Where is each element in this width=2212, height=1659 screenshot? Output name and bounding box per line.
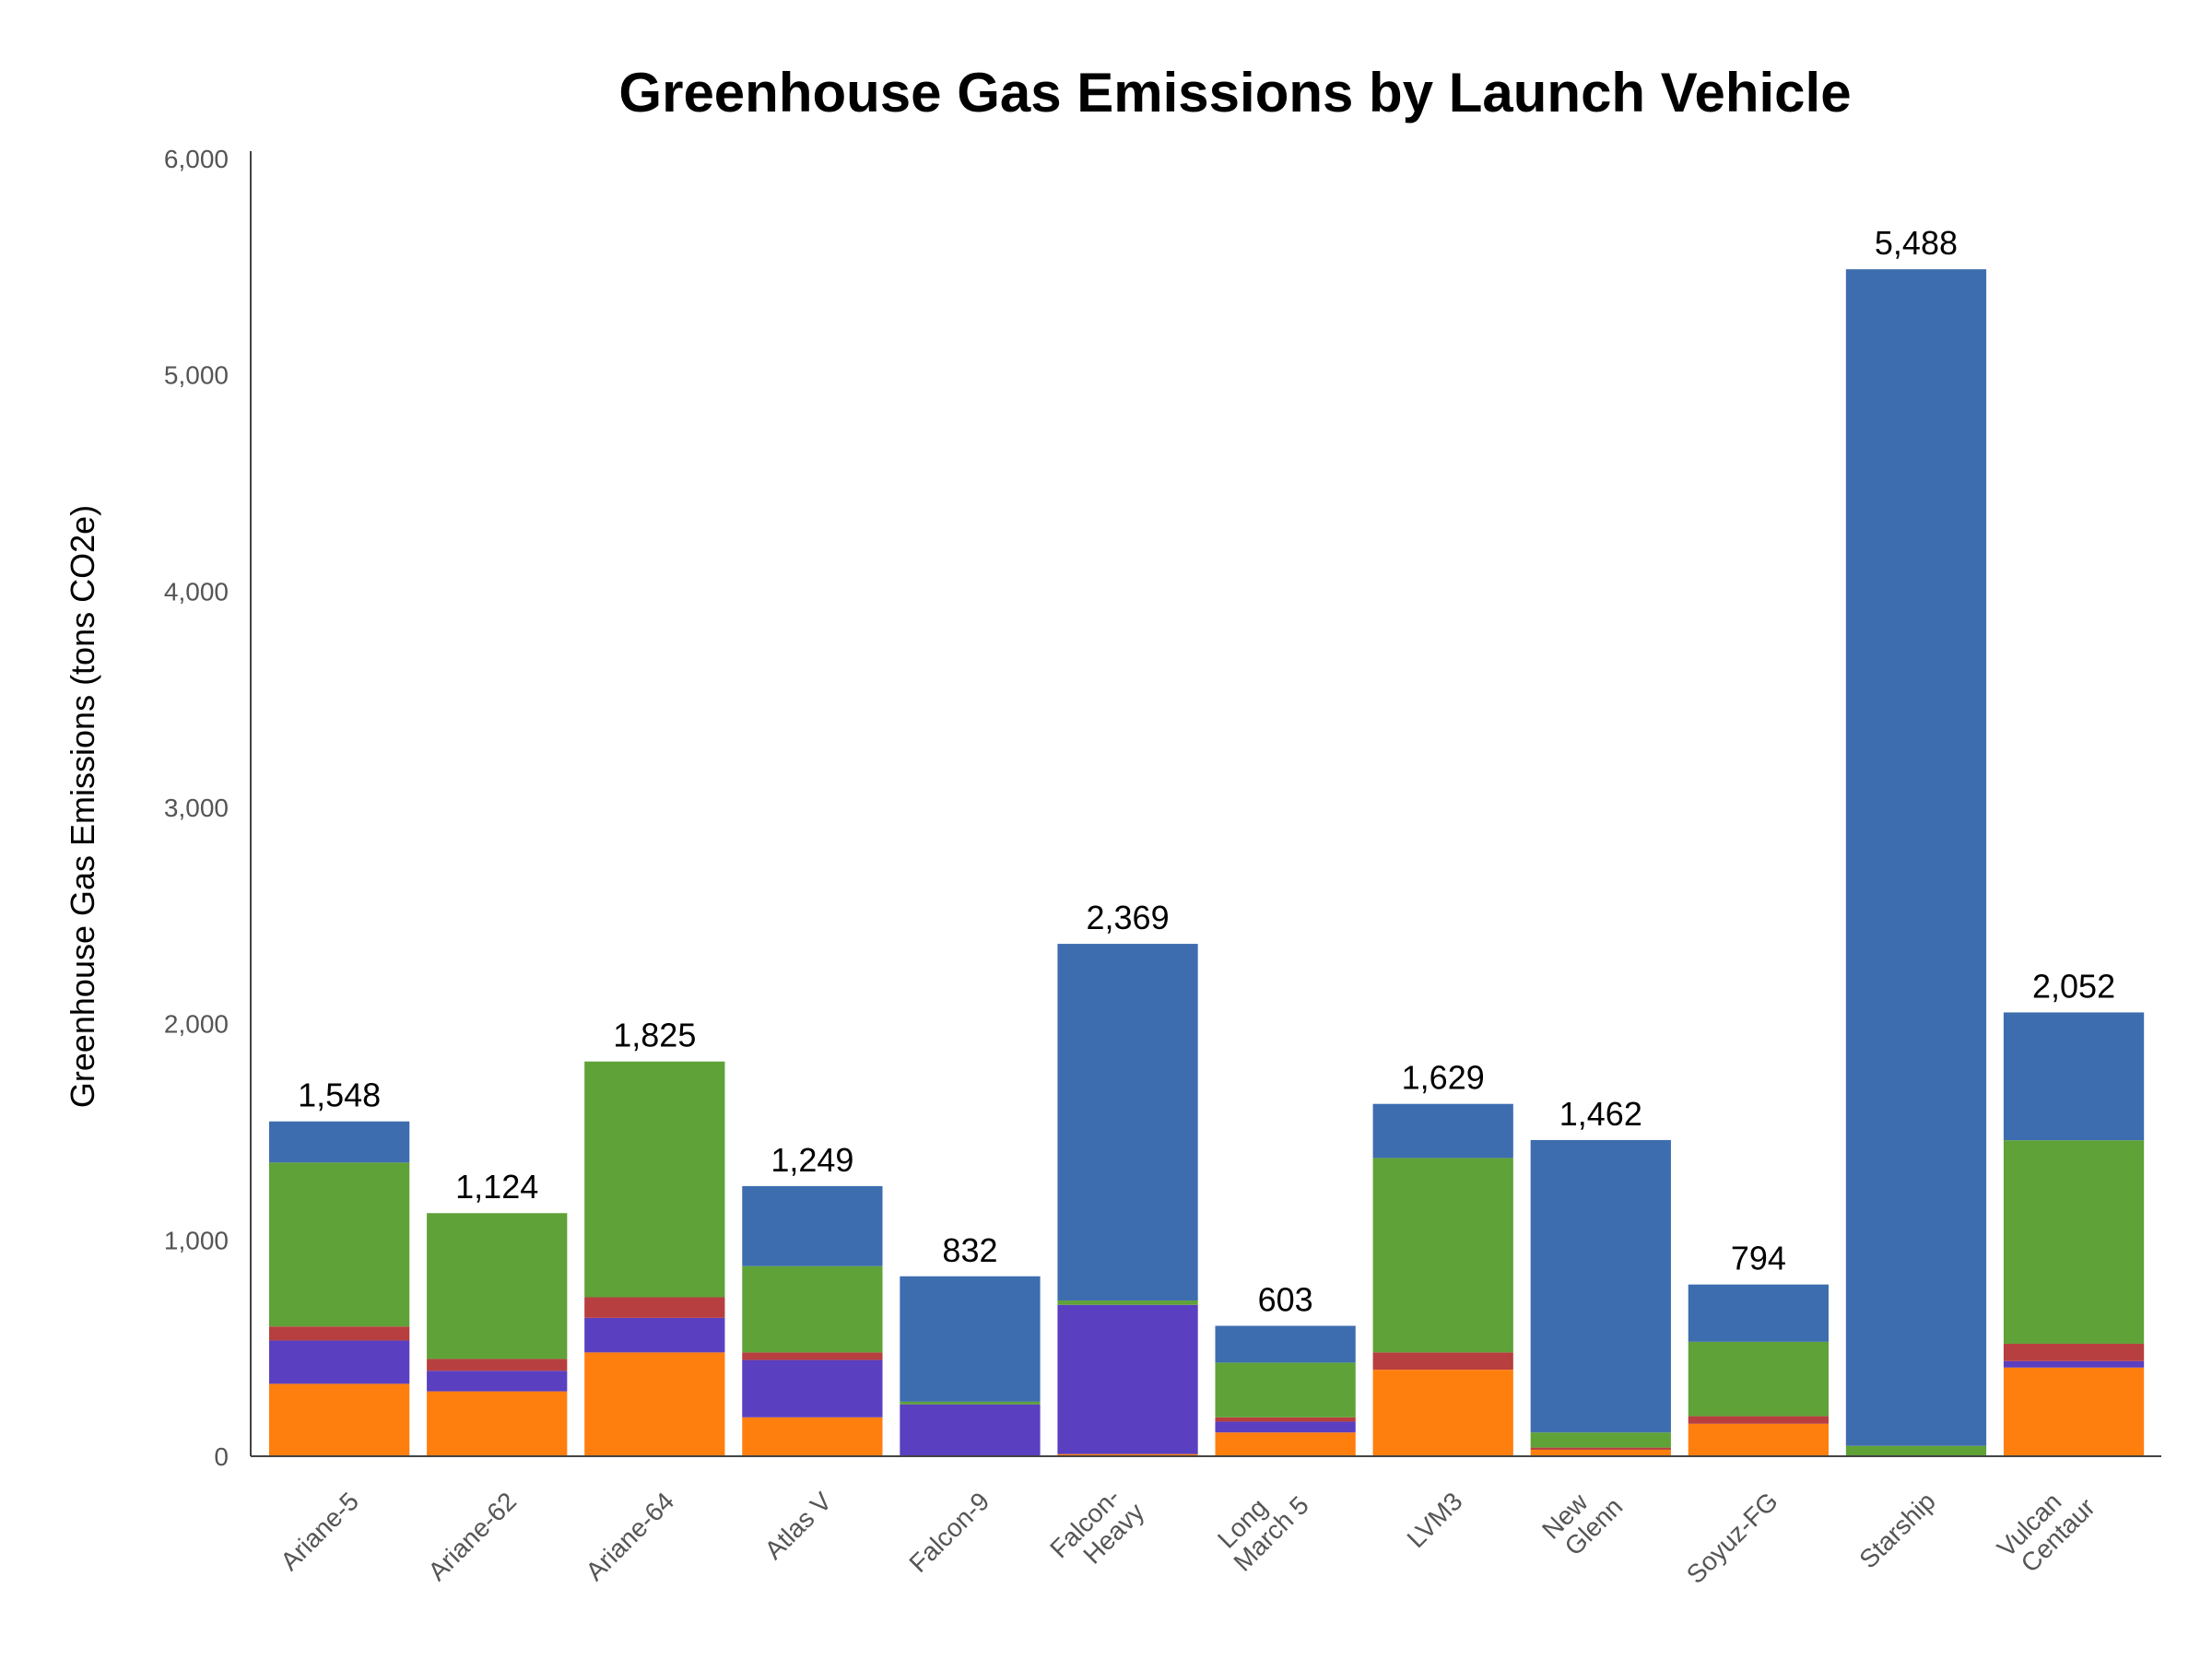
y-tick-label: 1,000: [164, 1226, 229, 1254]
bar-segment: [584, 1317, 725, 1353]
x-category-label-line: LVM3: [1402, 1487, 1468, 1553]
bar-total-label: 1,825: [613, 1017, 696, 1054]
bar-segment: [2003, 1360, 2145, 1368]
y-tick-label: 2,000: [164, 1010, 229, 1039]
bar-segment: [1215, 1362, 1356, 1418]
x-category-label-line: Ariane-5: [275, 1487, 364, 1576]
x-category-label-line: Soyuz-FG: [1681, 1487, 1783, 1589]
bar-segment: [2003, 1012, 2145, 1141]
chart-title: Greenhouse Gas Emissions by Launch Vehic…: [618, 62, 1852, 124]
x-category-label: Falcon-Heavy: [1044, 1478, 1149, 1583]
bar-total-label: 1,462: [1559, 1095, 1642, 1133]
bar-segment: [1057, 944, 1198, 1301]
bar-segment: [900, 1276, 1041, 1402]
bar-total-label: 603: [1258, 1280, 1313, 1318]
bar-segment: [1215, 1421, 1356, 1433]
bar-segment: [742, 1352, 883, 1360]
bars-group: [269, 269, 2145, 1456]
bar-segment: [1372, 1352, 1513, 1371]
bar-segment: [584, 1297, 725, 1318]
bar-segment: [1057, 1300, 1198, 1305]
x-axis-labels: Ariane-5 Ariane-62 Ariane-64 Atlas V Falcon-…: [275, 1471, 2100, 1589]
x-category-label: Falcon-9: [903, 1487, 994, 1578]
bar-segment: [742, 1359, 883, 1418]
bar-segment: [1688, 1341, 1830, 1417]
bar-segment: [1215, 1417, 1356, 1422]
bar-segment: [427, 1213, 568, 1359]
bar-segment: [427, 1359, 568, 1371]
bar-segment: [269, 1326, 410, 1341]
x-category-label: VulcanCentaur: [1992, 1473, 2100, 1582]
x-category-label: Ariane-5: [275, 1487, 364, 1576]
bar-segment: [427, 1391, 568, 1456]
bar-segment: [1372, 1370, 1513, 1456]
y-axis-label: Greenhouse Gas Emissions (tons CO2e): [64, 505, 101, 1108]
x-category-label-line: Ariane-64: [581, 1487, 680, 1586]
bar-segment: [269, 1162, 410, 1327]
bar-total-label: 1,548: [298, 1077, 381, 1114]
bar-total-label: 1,249: [771, 1141, 853, 1179]
x-category-label-line: Ariane-62: [422, 1487, 522, 1586]
bar-total-label: 2,369: [1087, 899, 1170, 936]
bar-total-label: 5,488: [1875, 224, 1958, 262]
bar-segment: [1530, 1432, 1671, 1448]
bar-segment: [1215, 1325, 1356, 1363]
bar-segment: [900, 1404, 1041, 1456]
bar-segment: [2003, 1343, 2145, 1361]
bar-total-label: 1,124: [455, 1168, 538, 1206]
bar-segment: [900, 1401, 1041, 1405]
bar-segment: [742, 1417, 883, 1456]
x-category-label: Ariane-64: [581, 1487, 680, 1586]
x-category-label-line: Falcon-9: [903, 1487, 994, 1578]
bar-segment: [1372, 1103, 1513, 1159]
bar-segment: [742, 1185, 883, 1266]
bar-total-label: 832: [942, 1231, 997, 1269]
bar-segment: [584, 1061, 725, 1298]
y-tick-label: 6,000: [164, 145, 229, 173]
x-category-label-line: Atlas V: [759, 1487, 838, 1565]
bar-segment: [269, 1383, 410, 1456]
bar-segment: [269, 1121, 410, 1163]
bar-segment: [1688, 1416, 1830, 1424]
y-tick-label: 4,000: [164, 577, 229, 606]
x-category-label: Atlas V: [759, 1487, 838, 1565]
bar-segment: [1688, 1284, 1830, 1342]
y-axis-ticks: 0 1,000 2,000 3,000 4,000 5,000 6,000: [164, 145, 229, 1471]
x-category-label: LongMarch 5: [1208, 1471, 1314, 1577]
bar-segment: [1057, 1304, 1198, 1454]
x-category-label: Soyuz-FG: [1681, 1487, 1783, 1589]
bar-total-label: 794: [1731, 1240, 1786, 1277]
x-category-label: Starship: [1853, 1487, 1941, 1574]
bar-segment: [1215, 1432, 1356, 1456]
bar-segment: [269, 1340, 410, 1384]
y-tick-label: 5,000: [164, 361, 229, 390]
y-tick-label: 3,000: [164, 794, 229, 822]
bar-segment: [1530, 1447, 1671, 1450]
bar-segment: [1057, 1453, 1198, 1456]
bar-segment: [2003, 1367, 2145, 1456]
bar-segment: [1845, 1445, 1987, 1456]
bar-total-label: 1,629: [1402, 1059, 1485, 1097]
bar-segment: [584, 1352, 725, 1456]
bar-total-label: 2,052: [2032, 967, 2115, 1005]
bar-segment: [742, 1265, 883, 1353]
x-category-label: NewGlenn: [1536, 1473, 1628, 1564]
y-tick-label: 0: [214, 1442, 229, 1471]
bar-segment: [1530, 1139, 1671, 1433]
bar-segment: [427, 1371, 568, 1392]
x-category-label: Ariane-62: [422, 1487, 522, 1586]
bar-segment: [1845, 269, 1987, 1446]
x-category-label-line: Starship: [1853, 1487, 1941, 1574]
total-labels: 1,548 1,124 1,825 1,249 832 2,369 603 1,629 1,46…: [298, 224, 2115, 1318]
bar-segment: [1530, 1449, 1671, 1456]
x-category-label: LVM3: [1402, 1487, 1468, 1553]
bar-segment: [1372, 1158, 1513, 1353]
bar-segment: [1688, 1423, 1830, 1456]
bar-segment: [2003, 1140, 2145, 1344]
